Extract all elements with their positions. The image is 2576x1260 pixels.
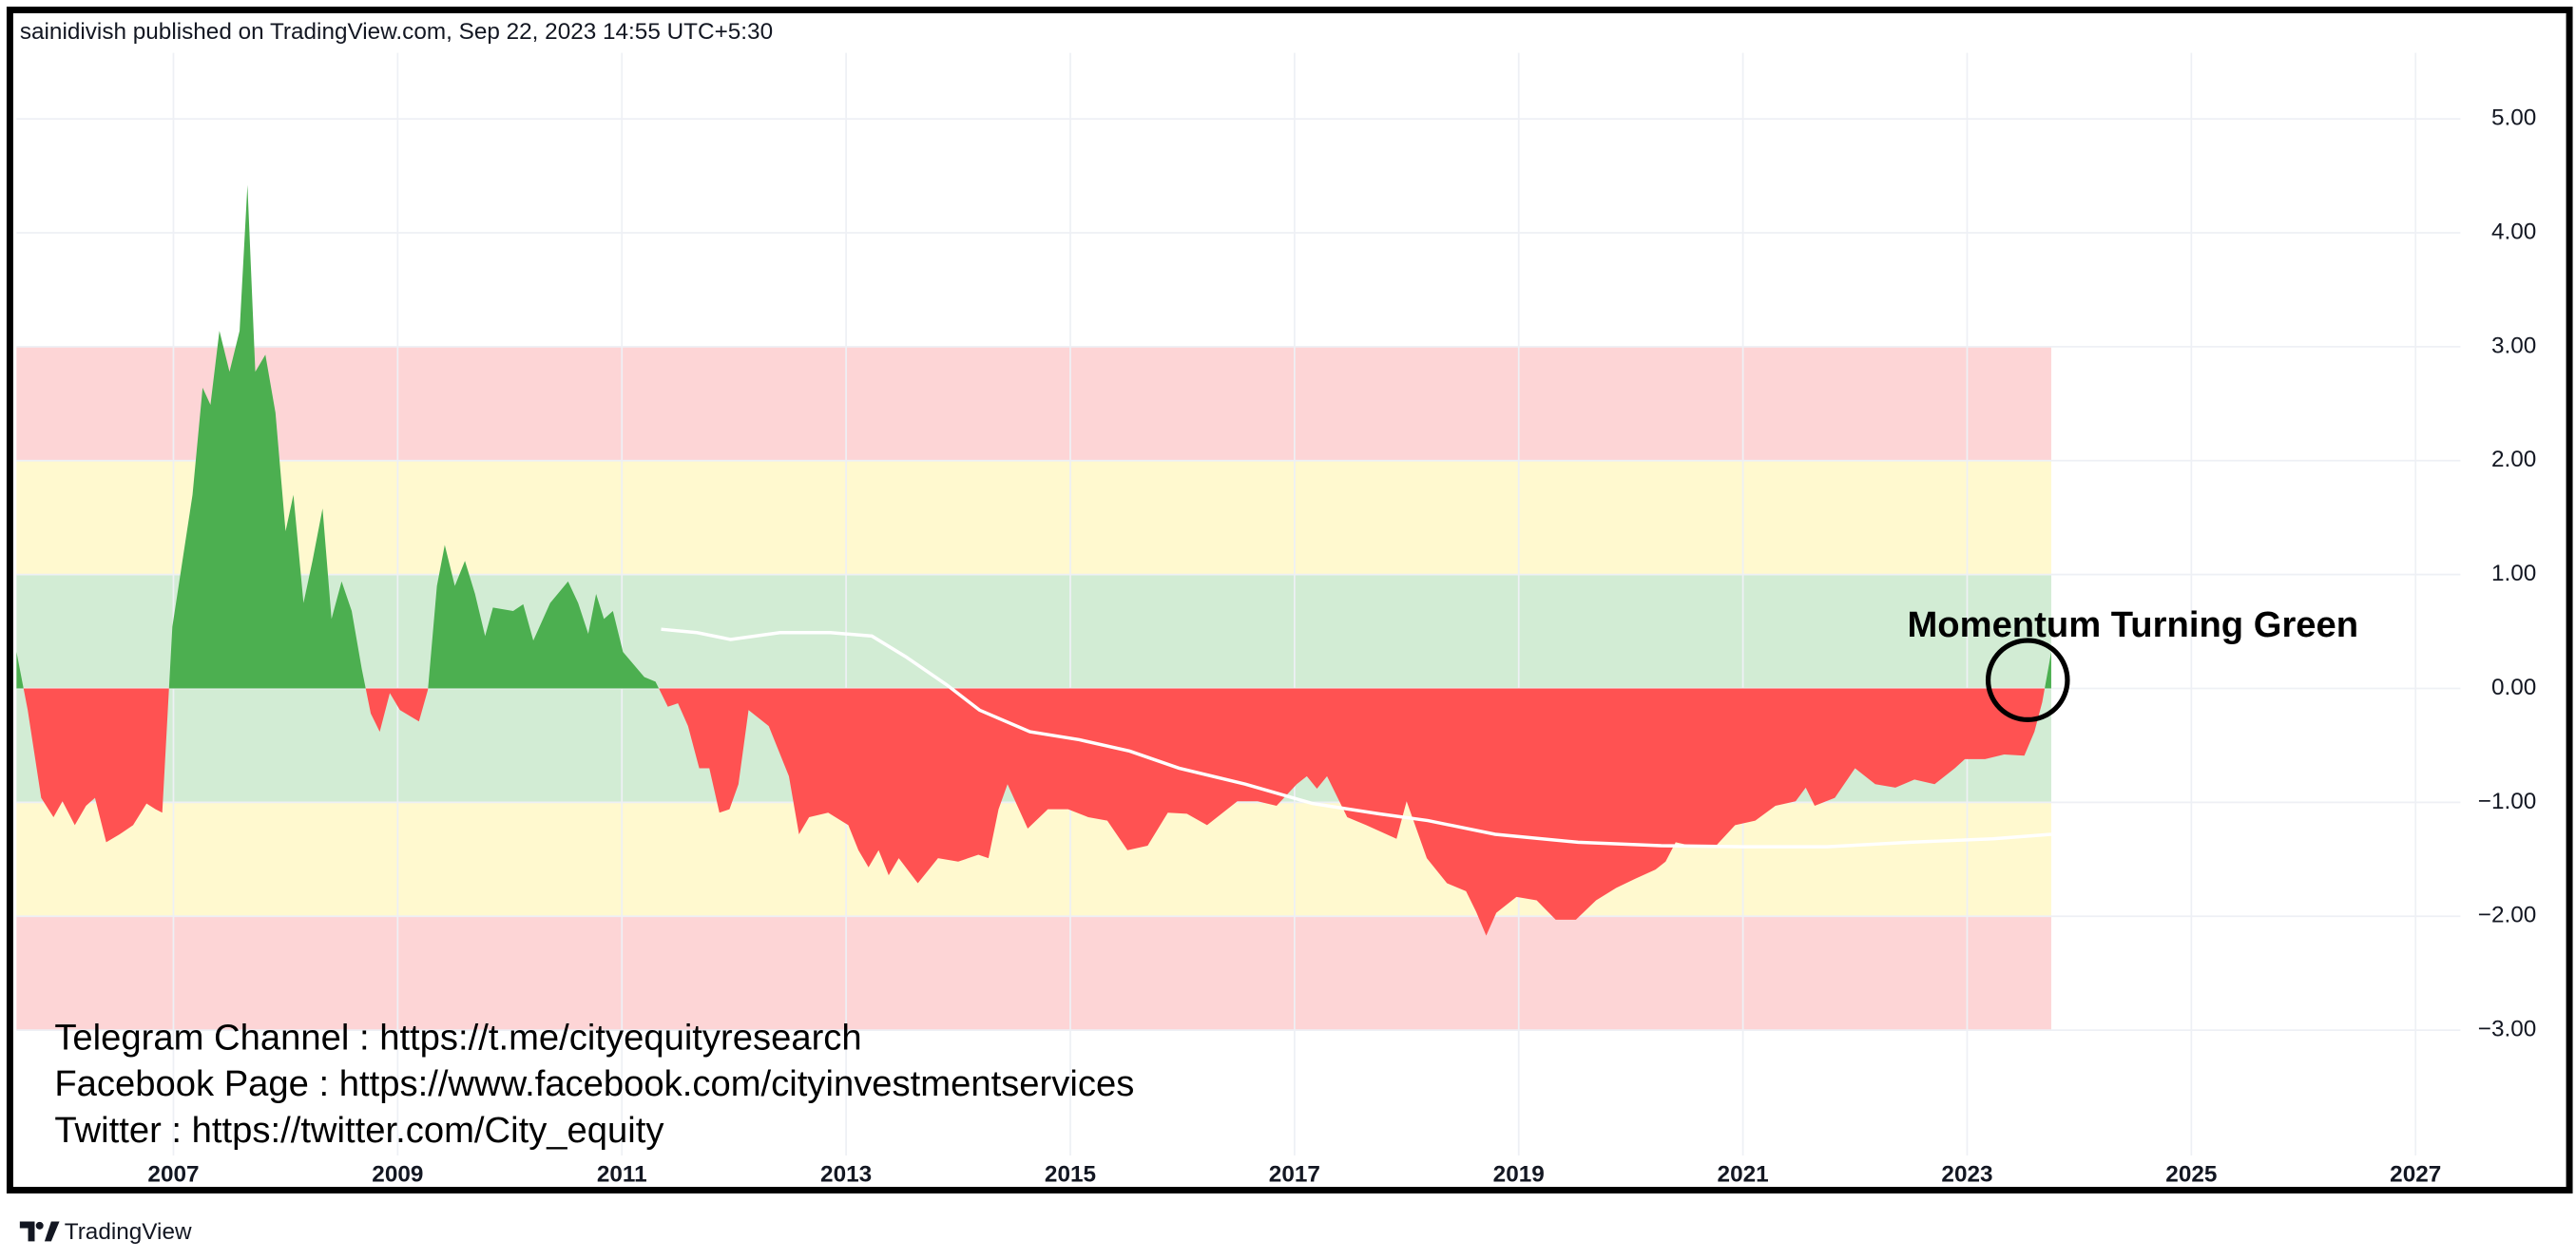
y-tick-label: −3.00 — [2478, 1017, 2537, 1042]
y-tick-label: 5.00 — [2491, 105, 2536, 131]
tv-logo — [19, 1221, 60, 1242]
header: sainidivish published on TradingView.com… — [20, 19, 773, 45]
labels: 5.00 4.00 3.00 2.00 1.00 0.00 −1.00 −2.00 −3.00 2… — [54, 105, 2536, 1188]
y-tick-label: 3.00 — [2491, 333, 2536, 358]
x-tick-label: 2009 — [372, 1161, 423, 1187]
x-tick-label: 2027 — [2390, 1161, 2441, 1187]
x-tick-label: 2021 — [1718, 1161, 1769, 1187]
footer-brand: TradingView — [65, 1219, 192, 1245]
x-tick-label: 2025 — [2165, 1161, 2217, 1187]
y-tick-label: 4.00 — [2491, 219, 2536, 244]
x-tick-label: 2015 — [1045, 1161, 1096, 1187]
data — [16, 184, 2052, 936]
zone-band — [16, 346, 2051, 461]
zone-band — [16, 916, 2051, 1031]
y-tick-label: 0.00 — [2491, 675, 2536, 700]
logo-part — [44, 1221, 60, 1242]
y-tick-label: 1.00 — [2491, 561, 2536, 586]
y-tick-label: −2.00 — [2478, 903, 2537, 928]
note-text: Telegram Channel : https://t.me/cityequi… — [54, 1018, 861, 1059]
y-tick-label: 2.00 — [2491, 447, 2536, 472]
x-tick-label: 2011 — [597, 1161, 647, 1187]
x-tick-label: 2007 — [147, 1161, 199, 1187]
oscillator-area — [16, 184, 2051, 936]
zone-band — [16, 460, 2051, 575]
logo-part — [19, 1221, 35, 1242]
note-text: Twitter : https://twitter.com/City_equit… — [54, 1110, 664, 1151]
x-tick-label: 2013 — [820, 1161, 872, 1187]
logo-part — [35, 1221, 44, 1230]
signal-line — [661, 627, 2052, 849]
highlight-circle — [1985, 638, 2070, 723]
x-tick-label: 2017 — [1269, 1161, 1320, 1187]
x-tick-label: 2023 — [1941, 1161, 1992, 1187]
y-tick-label: −1.00 — [2478, 789, 2537, 814]
annotation: Momentum Turning Green — [1907, 604, 2358, 645]
x-tick-label: 2019 — [1493, 1161, 1545, 1187]
note-text: Facebook Page : https://www.facebook.com… — [54, 1063, 1134, 1104]
